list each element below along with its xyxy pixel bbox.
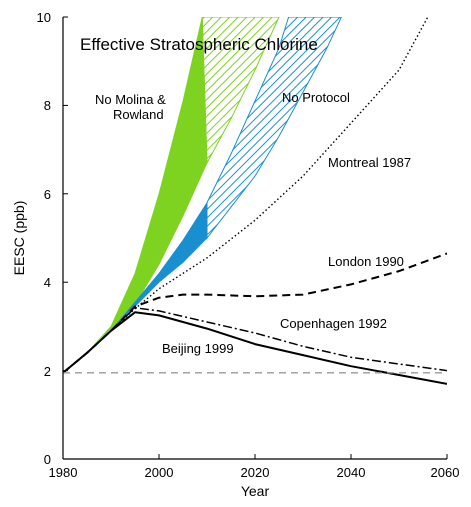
x-tick-label-2060: 2060 bbox=[431, 465, 460, 480]
x-tick-label-2020: 2020 bbox=[241, 465, 270, 480]
y-tick-label-2: 2 bbox=[44, 364, 51, 379]
band-blue-hatched bbox=[206, 17, 342, 240]
x-tick-label-2000: 2000 bbox=[145, 465, 174, 480]
series-label-london: London 1990 bbox=[328, 254, 404, 269]
series-label-no-protocol: No Protocol bbox=[282, 90, 350, 105]
x-axis-label: Year bbox=[241, 483, 270, 499]
y-tick-label-8: 8 bbox=[44, 98, 51, 113]
chart-title: Effective Stratospheric Chlorine bbox=[80, 35, 318, 54]
y-tick-label-4: 4 bbox=[44, 275, 51, 290]
bands-layer bbox=[63, 17, 342, 374]
series-label-beijing: Beijing 1999 bbox=[162, 341, 234, 356]
lines-layer bbox=[63, 17, 447, 385]
y-axis-label: EESC (ppb) bbox=[11, 201, 27, 276]
y-tick-label-0: 0 bbox=[44, 452, 51, 467]
band-green-hatched bbox=[201, 17, 280, 165]
series-label-copenhagen: Copenhagen 1992 bbox=[280, 316, 387, 331]
y-tick-label-10: 10 bbox=[37, 10, 51, 25]
x-tick-label-2040: 2040 bbox=[337, 465, 366, 480]
y-tick-label-6: 6 bbox=[44, 187, 51, 202]
ticks-layer bbox=[62, 16, 448, 460]
series-label-no-molina: No Molina & Rowland bbox=[95, 92, 166, 122]
series-label-montreal: Montreal 1987 bbox=[328, 155, 411, 170]
series-line-beijing bbox=[63, 311, 447, 385]
x-tick-label-1980: 1980 bbox=[49, 465, 78, 480]
band-green-solid bbox=[63, 17, 208, 374]
